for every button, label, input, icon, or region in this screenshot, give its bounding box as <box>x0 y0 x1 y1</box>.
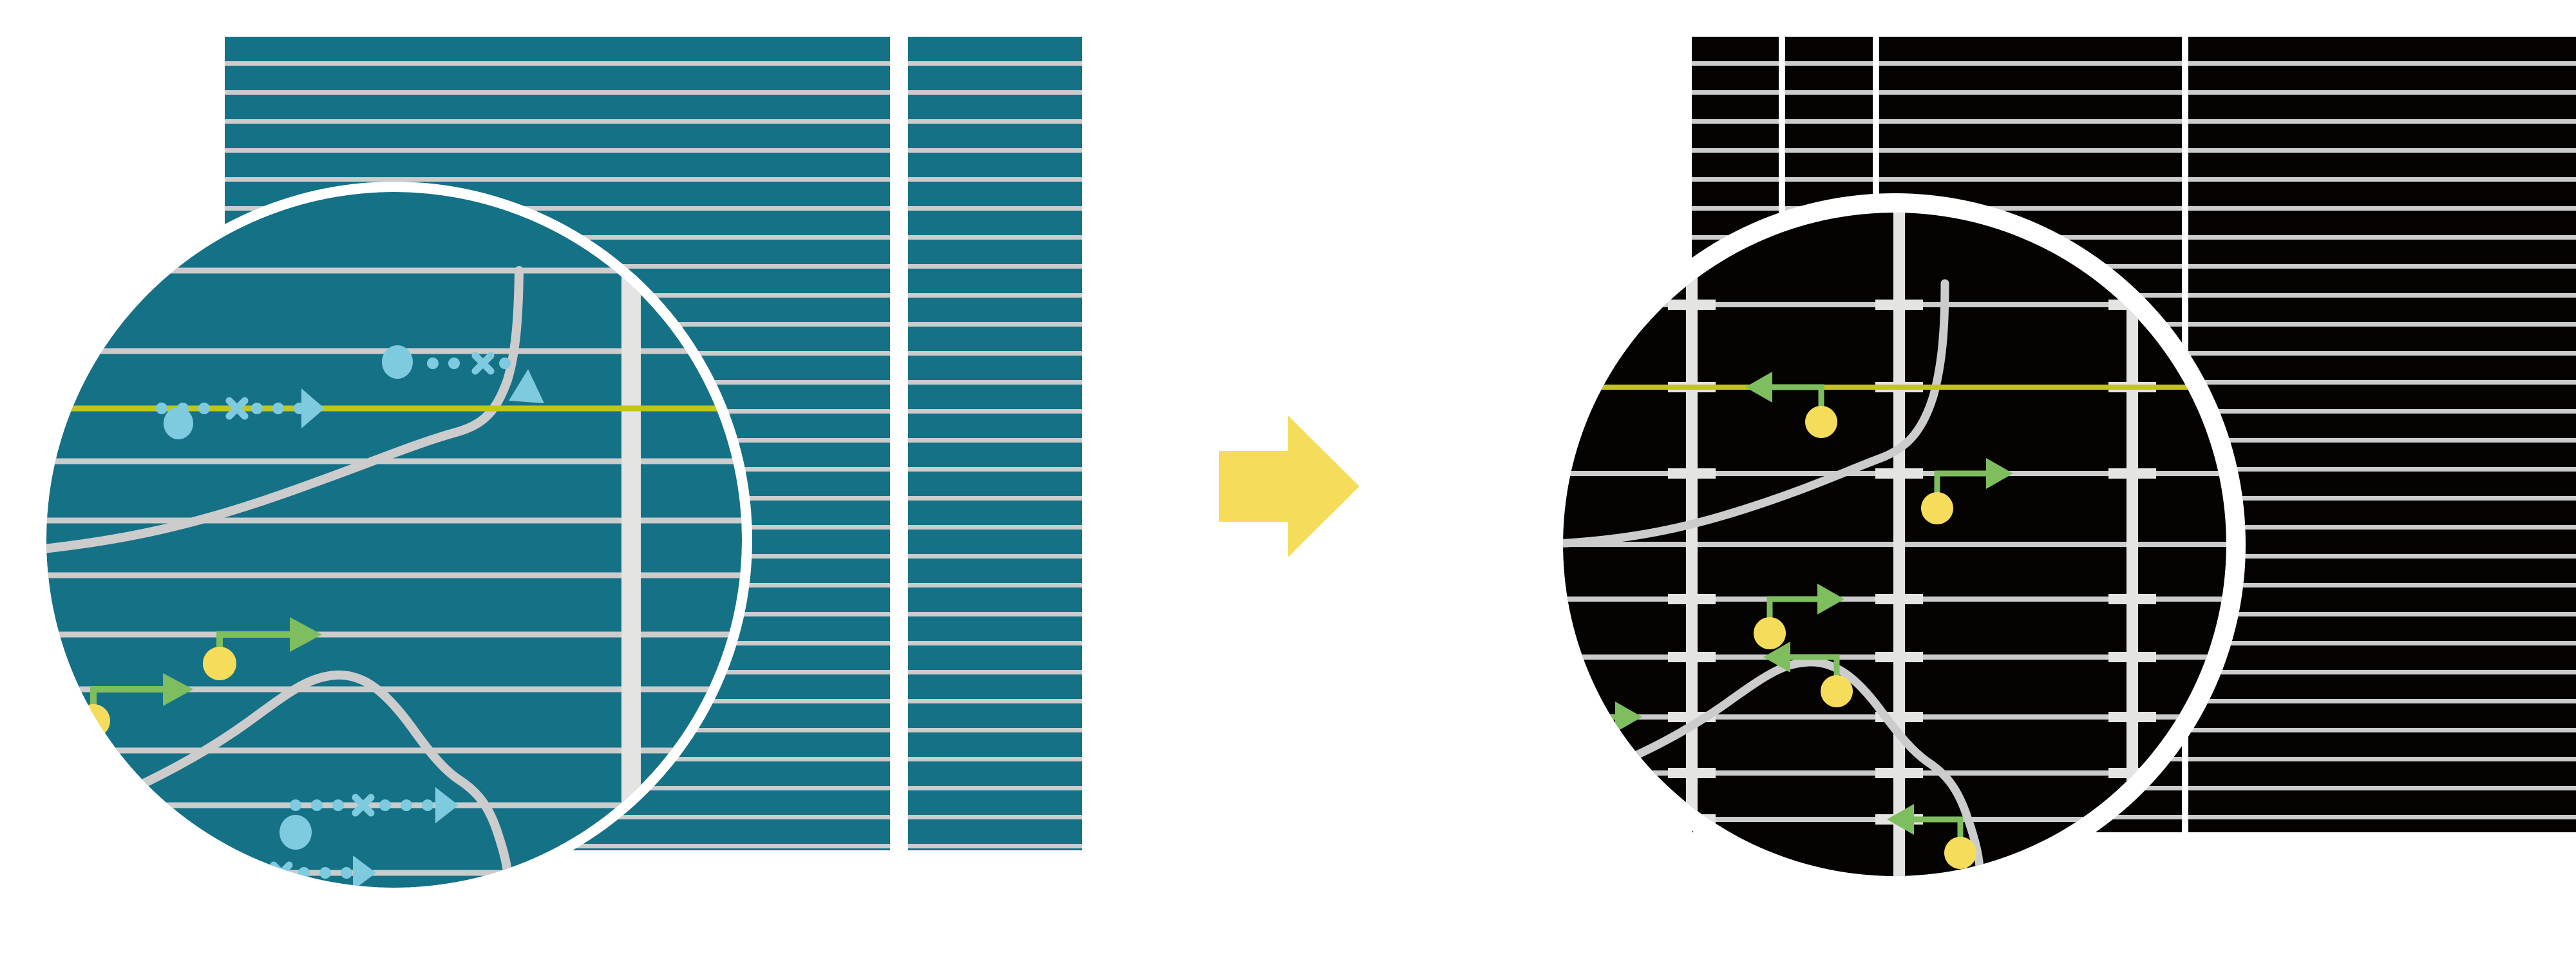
before-panel <box>26 37 1082 917</box>
green-arrow-marker[interactable] <box>1887 804 1976 869</box>
marker-blob <box>382 345 413 379</box>
road-track-lower-before <box>92 670 513 888</box>
dotted-arrow-marker[interactable] <box>382 345 544 403</box>
yellow-dot <box>1921 492 1953 524</box>
road-track-lower-after <box>1577 658 1985 876</box>
yellow-dot <box>203 647 236 680</box>
green-arrow-marker[interactable] <box>1763 642 1853 707</box>
road-track-upper-before <box>46 266 524 555</box>
dotted-arrow-marker[interactable] <box>156 388 325 428</box>
magnifier-lens-before[interactable] <box>26 187 753 917</box>
transform-arrow <box>1219 415 1359 557</box>
lens-column-separator-before <box>621 192 641 888</box>
after-panel <box>1544 37 2576 895</box>
yellow-dot <box>1805 406 1837 438</box>
green-arrow-marker[interactable] <box>1745 372 1837 438</box>
marker-blob <box>279 815 312 850</box>
road-track-upper-after <box>1563 279 1949 549</box>
green-arrow-marker[interactable] <box>203 617 322 680</box>
yellow-dot <box>1821 675 1853 707</box>
lens-column-separators-after <box>1686 213 2138 876</box>
marker-blob <box>164 407 193 439</box>
green-arrow-marker[interactable] <box>1921 458 2013 524</box>
yellow-dot <box>1944 837 1976 869</box>
green-arrow-marker[interactable] <box>1754 584 1844 649</box>
yellow-dot <box>1754 617 1786 649</box>
dotted-arrow-marker[interactable] <box>290 787 459 823</box>
